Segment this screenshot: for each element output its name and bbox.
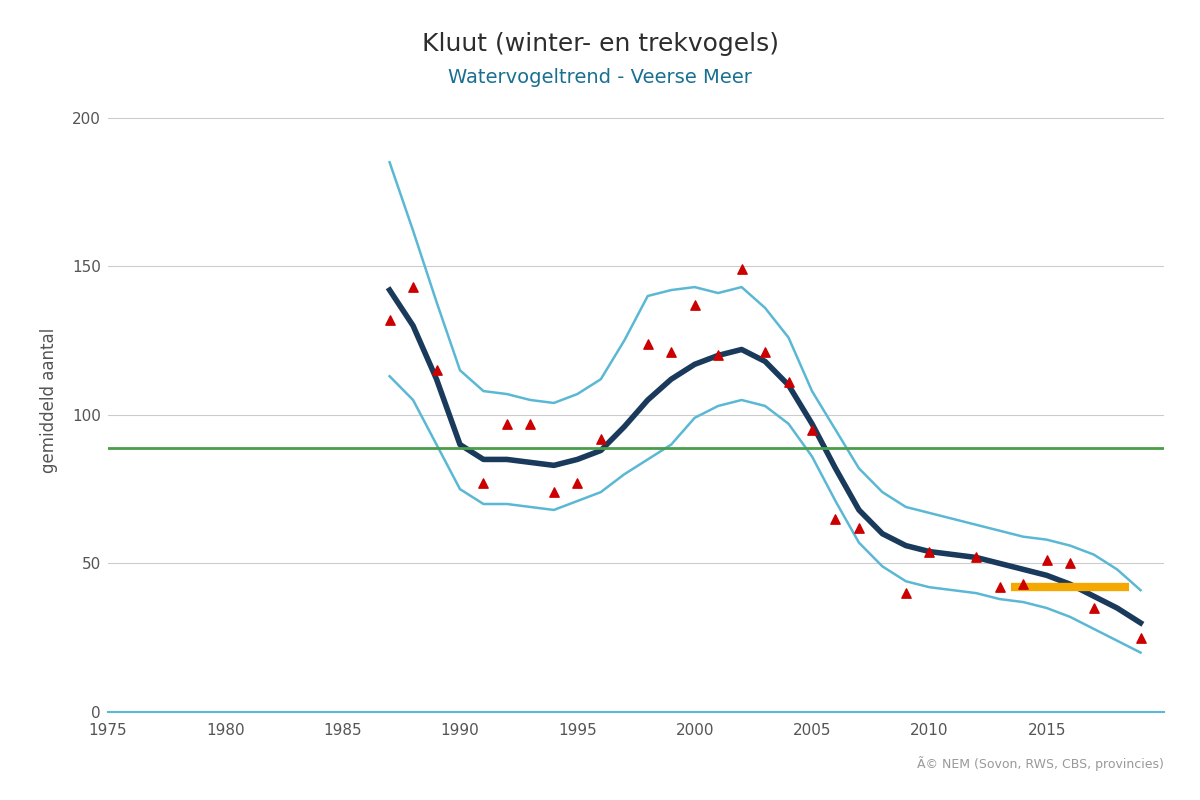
- Point: [474, 477, 493, 490]
- Text: Watervogeltrend - Veerse Meer: Watervogeltrend - Veerse Meer: [448, 68, 752, 87]
- Point: [497, 418, 516, 430]
- Point: [756, 346, 775, 359]
- Y-axis label: gemiddeld aantal: gemiddeld aantal: [41, 327, 59, 473]
- Point: [779, 376, 798, 389]
- Point: [1084, 602, 1103, 614]
- Point: [685, 298, 704, 311]
- Point: [1130, 631, 1150, 644]
- Point: [896, 586, 916, 599]
- Point: [708, 349, 727, 362]
- Point: [427, 364, 446, 377]
- Point: [1037, 554, 1056, 567]
- Point: [638, 337, 658, 350]
- Text: Ã© NEM (Sovon, RWS, CBS, provincies): Ã© NEM (Sovon, RWS, CBS, provincies): [917, 756, 1164, 770]
- Point: [990, 581, 1009, 594]
- Point: [403, 281, 422, 294]
- Point: [380, 314, 400, 326]
- Point: [592, 432, 611, 445]
- Point: [1014, 578, 1033, 590]
- Point: [803, 423, 822, 436]
- Point: [568, 477, 587, 490]
- Point: [545, 486, 564, 498]
- Point: [1061, 557, 1080, 570]
- Point: [967, 551, 986, 564]
- Point: [661, 346, 680, 359]
- Point: [826, 513, 845, 526]
- Point: [919, 545, 938, 558]
- Point: [521, 418, 540, 430]
- Point: [850, 522, 869, 534]
- Text: Kluut (winter- en trekvogels): Kluut (winter- en trekvogels): [421, 32, 779, 56]
- Point: [732, 263, 751, 276]
